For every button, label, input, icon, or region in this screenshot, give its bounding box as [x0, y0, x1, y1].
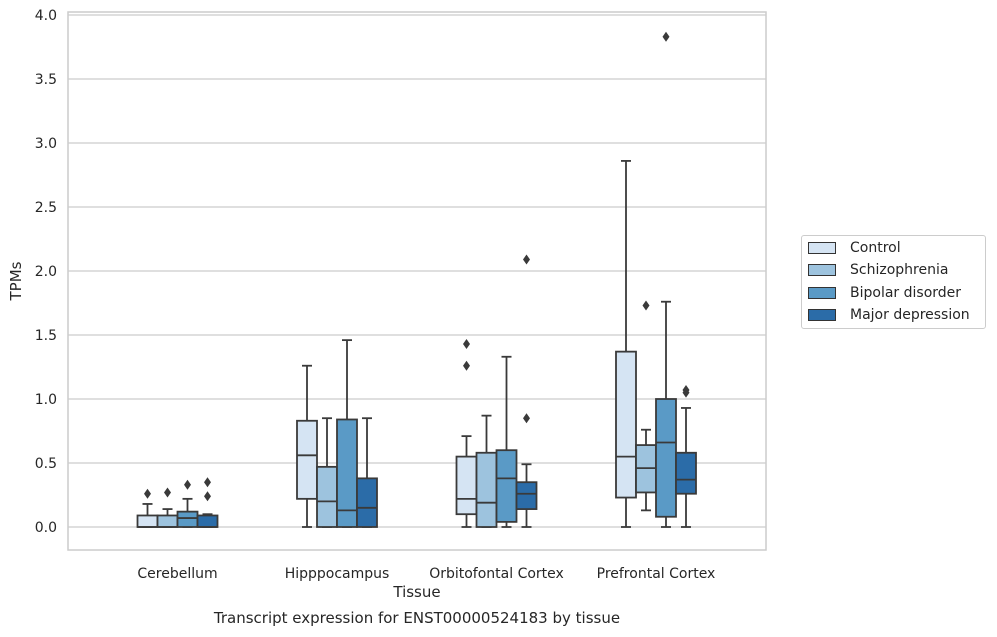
box-iqr — [455, 455, 478, 516]
outlier-point — [463, 360, 470, 371]
y-tick-label: 2.5 — [35, 200, 57, 216]
box-2-0 — [455, 338, 478, 528]
legend-item-control: Control — [808, 238, 901, 258]
box-0-0 — [136, 488, 159, 528]
outlier-point — [204, 491, 211, 502]
box-3-1 — [635, 300, 657, 512]
legend-label-major-depression: Major depression — [850, 307, 970, 323]
y-tick-label: 1.5 — [35, 328, 57, 344]
box-3-2 — [655, 31, 677, 528]
outlier-point — [642, 300, 650, 311]
outlier-point — [523, 254, 530, 265]
x-axis-label: Tissue — [392, 583, 440, 601]
box-iqr — [515, 481, 538, 510]
box-2-2 — [495, 355, 518, 528]
y-tick-label: 0.5 — [35, 456, 57, 472]
outlier-point — [682, 385, 690, 396]
y-tick-label: 3.0 — [35, 136, 57, 152]
box-iqr — [475, 451, 498, 528]
legend-swatch-control — [808, 242, 836, 254]
x-tick-label: Cerebellum — [137, 566, 217, 582]
y-axis-label: TPMs — [7, 261, 25, 301]
legend-swatch-bipolar-disorder — [808, 287, 836, 299]
y-tick-labels: 0.0 0.5 1.0 1.5 2.0 2.5 3.0 3.5 4.0 — [35, 8, 57, 536]
x-tick-label: Hipppocampus — [285, 566, 390, 582]
box-iqr — [176, 510, 199, 528]
box-plot-series — [136, 31, 697, 528]
box-0-3 — [196, 477, 219, 528]
y-tick-label: 0.0 — [35, 520, 57, 536]
box-iqr — [675, 451, 697, 495]
box-3-3 — [675, 385, 697, 528]
box-0-1 — [156, 487, 179, 528]
plot-frame — [67, 11, 767, 551]
legend-swatch-schizophrenia — [808, 264, 836, 276]
outlier-point — [204, 477, 211, 488]
y-tick-label: 2.0 — [35, 264, 57, 280]
box-3-0 — [615, 160, 637, 528]
chart-legend: Control Schizophrenia Bipolar disorder M… — [801, 235, 986, 329]
legend-swatch-major-depression — [808, 309, 836, 321]
y-gridlines — [68, 14, 766, 528]
outlier-point — [144, 488, 151, 499]
box-iqr — [655, 398, 677, 518]
legend-item-schizophrenia: Schizophrenia — [808, 260, 948, 280]
box-iqr — [196, 514, 219, 528]
box-iqr — [495, 449, 518, 523]
x-tick-label: Orbitofontal Cortex — [429, 566, 564, 582]
x-tick-labels: Cerebellum Hipppocampus Orbitofontal Corte… — [137, 566, 715, 582]
box-iqr — [336, 418, 358, 528]
legend-item-bipolar-disorder: Bipolar disorder — [808, 283, 961, 303]
outlier-point — [463, 338, 470, 349]
box-2-1 — [475, 414, 498, 528]
legend-item-major-depression: Major depression — [808, 305, 970, 325]
legend-label-control: Control — [850, 240, 901, 256]
box-1-1 — [316, 417, 338, 528]
box-0-2 — [176, 479, 199, 528]
box-1-0 — [296, 364, 318, 528]
x-tick-label: Prefrontal Cortex — [597, 566, 716, 582]
box-iqr — [136, 514, 159, 528]
box-iqr — [356, 477, 378, 528]
box-iqr — [156, 514, 179, 528]
outlier-point — [184, 479, 191, 490]
outlier-point — [164, 487, 171, 498]
y-tick-label: 1.0 — [35, 392, 57, 408]
legend-label-schizophrenia: Schizophrenia — [850, 262, 949, 278]
y-tick-label: 4.0 — [35, 8, 57, 24]
box-1-2 — [336, 339, 358, 528]
box-iqr — [316, 465, 338, 528]
outlier-point — [523, 413, 530, 424]
box-iqr — [296, 419, 318, 500]
outlier-point — [662, 31, 670, 42]
legend-label-bipolar-disorder: Bipolar disorder — [850, 285, 962, 301]
box-iqr — [615, 350, 637, 499]
box-2-3 — [515, 254, 538, 528]
chart-caption: Transcript expression for ENST0000052418… — [213, 609, 621, 627]
box-1-3 — [356, 417, 378, 528]
y-tick-label: 3.5 — [35, 72, 57, 88]
